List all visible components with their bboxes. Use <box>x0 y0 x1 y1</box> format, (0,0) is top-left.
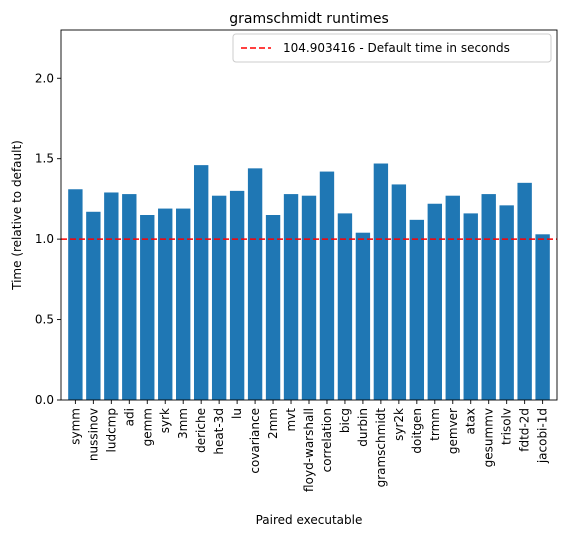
bar-adi <box>122 194 137 400</box>
y-tick-label: 0.0 <box>35 393 54 407</box>
x-tick-label: correlation <box>320 408 334 472</box>
bar-gemm <box>140 215 155 400</box>
x-tick-label: 3mm <box>176 408 190 439</box>
bar-jacobi-1d <box>535 234 550 400</box>
x-tick-label: syr2k <box>392 408 406 441</box>
x-tick-label: symm <box>68 408 82 445</box>
x-tick-label: lu <box>230 408 244 419</box>
y-tick-label: 2.0 <box>35 71 54 85</box>
x-tick-label: gesummv <box>482 408 496 467</box>
bar-doitgen <box>409 219 425 400</box>
legend: 104.903416 - Default time in seconds <box>232 33 552 63</box>
x-tick-label: bicg <box>338 408 352 433</box>
bar-nussinov <box>86 211 101 400</box>
bar-2mm <box>265 215 281 400</box>
x-tick-label: doitgen <box>410 408 424 454</box>
x-tick-label: 2mm <box>266 408 280 439</box>
bar-mvt <box>283 194 299 400</box>
x-tick-label: mvt <box>284 408 298 432</box>
bar-symm <box>68 189 83 400</box>
x-tick-label: jacobi-1d <box>536 408 550 464</box>
x-tick-label: gramschmidt <box>374 408 388 488</box>
bar-lu <box>229 190 245 400</box>
bar-trmm <box>427 203 442 400</box>
x-tick-label: durbin <box>356 408 370 447</box>
x-tick-label: covariance <box>248 408 262 474</box>
bar-floyd-warshall <box>301 195 317 400</box>
bar-3mm <box>176 208 191 400</box>
x-tick-label: nussinov <box>86 408 100 461</box>
x-tick-label: ludcmp <box>104 408 118 452</box>
bar-ludcmp <box>104 192 119 400</box>
bar-gramschmidt <box>373 163 389 400</box>
x-tick-label: syrk <box>158 408 172 433</box>
bar-heat-3d <box>211 195 227 400</box>
bar-bicg <box>337 213 353 400</box>
bar-durbin <box>355 232 371 400</box>
bars-layer <box>68 163 550 400</box>
bar-syr2k <box>391 184 407 400</box>
bar-covariance <box>247 168 263 400</box>
x-tick-label: gemver <box>446 408 460 454</box>
bar-trisolv <box>499 205 514 400</box>
bar-correlation <box>319 171 335 400</box>
bar-gesummv <box>481 194 496 400</box>
x-tick-label: trisolv <box>500 408 514 445</box>
x-tick-label: floyd-warshall <box>302 408 316 492</box>
chart-title: gramschmidt runtimes <box>229 11 389 27</box>
x-tick-label: adi <box>122 408 136 426</box>
legend-label: 104.903416 - Default time in seconds <box>283 41 510 55</box>
x-axis-label: Paired executable <box>256 513 363 527</box>
x-tick-label: atax <box>464 408 478 435</box>
x-tick-label: deriche <box>194 408 208 453</box>
bar-syrk <box>158 208 173 400</box>
x-tick-label: heat-3d <box>212 408 226 455</box>
y-tick-label: 1.0 <box>35 232 54 246</box>
bar-gemver <box>445 195 460 400</box>
y-tick-label: 1.5 <box>35 152 54 166</box>
bar-atax <box>463 213 478 400</box>
y-tick-label: 0.5 <box>35 313 54 327</box>
y-ticks-layer: 0.0 0.5 1.0 1.5 2.0 <box>35 71 61 407</box>
x-tick-label: trmm <box>428 408 442 441</box>
x-tick-label: gemm <box>140 408 154 446</box>
bar-fdtd-2d <box>517 182 532 400</box>
x-ticks-layer: symm nussinov ludcmp adi gemm syrk 3mm deriche h… <box>68 400 550 492</box>
legend-frame <box>232 33 552 63</box>
y-axis-label: Time (relative to default) <box>10 140 24 291</box>
x-tick-label: fdtd-2d <box>518 408 532 452</box>
bar-deriche <box>193 165 209 400</box>
